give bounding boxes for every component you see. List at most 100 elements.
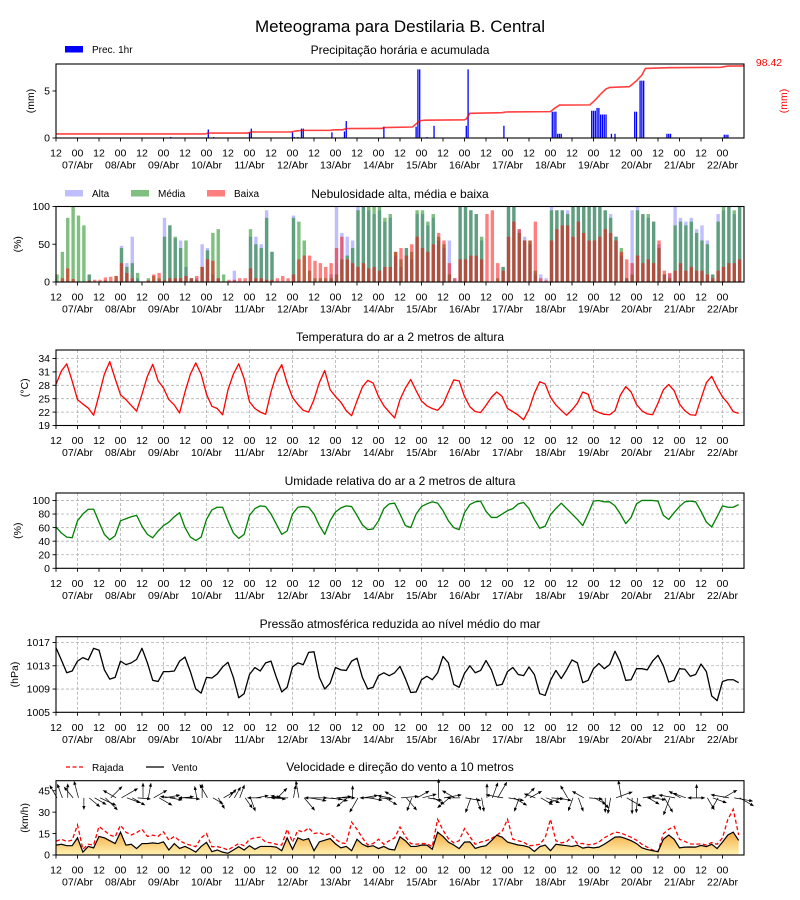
cloud-bar-low (420, 248, 425, 282)
x-tick-label: 12 (437, 148, 449, 160)
x-date-label: 10/Abr (191, 160, 222, 172)
cloud-bar-low (114, 275, 118, 282)
x-tick-label: 12 (609, 865, 621, 877)
wind-direction-arrow (422, 793, 437, 799)
cloud-bar-low (125, 272, 129, 282)
x-tick-label: 12 (179, 578, 191, 590)
x-date-label: 14/Abr (363, 877, 394, 889)
secondary-y-axis-label: (mm) (778, 89, 790, 114)
x-date-label: 07/Abr (62, 734, 93, 746)
precip-bar (343, 131, 346, 138)
x-tick-label: 12 (222, 292, 234, 304)
x-date-label: 18/Abr (535, 160, 566, 172)
cloud-bar-low (66, 268, 70, 282)
x-tick-label: 12 (652, 435, 664, 447)
precip-bar (610, 133, 613, 138)
y-axis-label: (hPa) (9, 662, 21, 688)
x-tick-label: 12 (695, 865, 707, 877)
wind-direction-arrow (377, 794, 391, 799)
cloud-bar-low (657, 240, 661, 282)
arrow-head (628, 791, 633, 795)
arrow-shaft (384, 797, 395, 804)
wind-direction-arrow (199, 784, 208, 799)
x-date-label: 14/Abr (363, 447, 394, 459)
arrow-head (432, 793, 437, 797)
arrow-head (519, 798, 525, 802)
y-tick-label: 30 (38, 807, 50, 819)
cloud-bar-low (361, 263, 366, 282)
x-tick-label: 00 (717, 148, 729, 160)
wind-direction-arrow (465, 797, 482, 802)
x-tick-label: 00 (631, 578, 643, 590)
y-tick-label: 60 (38, 522, 50, 534)
x-tick-label: 00 (631, 292, 643, 304)
arrow-head (548, 801, 554, 805)
y-tick-label: 15 (38, 828, 50, 840)
wind-direction-arrow (441, 790, 455, 799)
x-date-label: 14/Abr (363, 304, 394, 316)
precip-bar (643, 80, 645, 138)
cloud-bar-low (727, 263, 731, 282)
arrow-head (722, 800, 727, 804)
x-tick-label: 00 (158, 865, 170, 877)
cloud-bar-low (372, 266, 376, 282)
arrow-head (672, 792, 678, 796)
arrow-head (634, 809, 639, 814)
x-date-label: 12/Abr (277, 304, 308, 316)
x-tick-label: 12 (609, 292, 621, 304)
cloud-bar-low (522, 240, 527, 282)
arrow-shaft (465, 797, 479, 801)
cloud-bar-low (565, 225, 570, 282)
x-tick-label: 00 (115, 148, 127, 160)
arrow-head (163, 790, 168, 794)
wind-direction-arrow (270, 796, 289, 800)
x-tick-label: 12 (695, 435, 707, 447)
cloud-bar-mid (367, 206, 371, 282)
arrow-shaft (599, 797, 608, 807)
precip-bar (551, 111, 553, 138)
x-tick-label: 12 (308, 292, 320, 304)
arrow-head (630, 810, 634, 815)
x-date-label: 08/Abr (105, 160, 136, 172)
arrow-shaft (444, 791, 455, 799)
x-date-label: 20/Abr (621, 447, 652, 459)
y-tick-label: 1017 (27, 637, 51, 649)
arrow-head (440, 801, 445, 805)
precip-bar (291, 132, 294, 138)
wind-direction-arrow (121, 788, 139, 799)
y-tick-label: 31 (38, 367, 50, 379)
x-tick-label: 00 (287, 435, 299, 447)
arrow-shaft (110, 788, 121, 799)
arrow-shaft (338, 797, 348, 806)
x-tick-label: 12 (480, 292, 492, 304)
arrow-head (652, 794, 657, 798)
arrow-shaft (514, 797, 520, 810)
cloud-bar-low (711, 278, 715, 282)
arrow-head (687, 796, 692, 800)
arrow-shaft (427, 797, 440, 801)
x-date-label: 15/Abr (406, 734, 437, 746)
wind-direction-arrow (132, 797, 146, 806)
x-tick-label: 12 (93, 435, 105, 447)
wind-direction-arrow (606, 797, 611, 815)
arrow-head (522, 802, 528, 806)
cloud-bar-mid (216, 229, 220, 282)
arrow-shaft (416, 791, 428, 799)
arrow-head (711, 805, 715, 810)
cloud-bar-high (200, 244, 204, 282)
cloud-bar-mid (641, 214, 645, 282)
x-tick-label: 12 (50, 578, 62, 590)
y-tick-label: 0 (44, 563, 50, 575)
arrow-shaft (642, 795, 654, 799)
wind-direction-arrow (687, 796, 702, 800)
y-tick-label: 20 (38, 549, 50, 561)
x-tick-label: 12 (50, 292, 62, 304)
wind-direction-arrow (239, 784, 245, 798)
arrow-shaft (664, 797, 671, 813)
y-tick-label: 50 (38, 239, 50, 251)
x-date-label: 18/Abr (535, 590, 566, 602)
x-tick-label: 12 (136, 578, 148, 590)
x-tick-label: 12 (179, 435, 191, 447)
wind-direction-arrow (368, 797, 383, 802)
wind-direction-arrow (529, 790, 543, 799)
